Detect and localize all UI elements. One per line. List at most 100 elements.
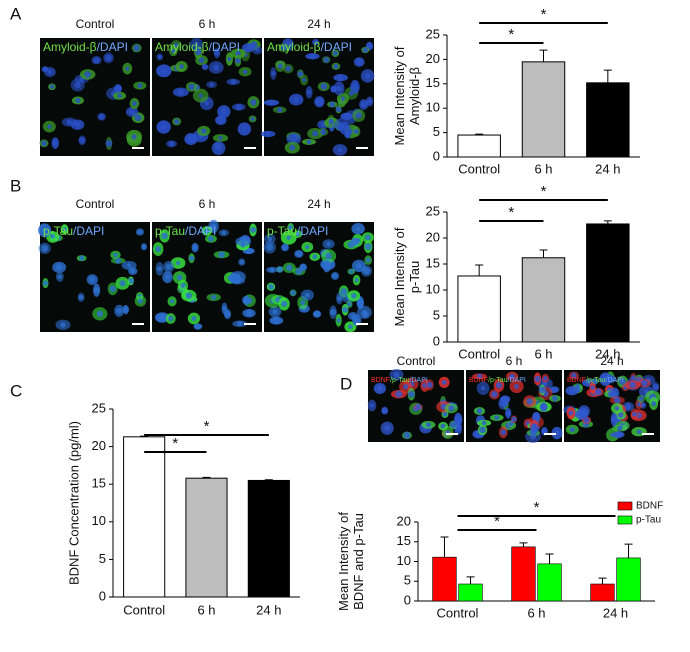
significance-label: *: [541, 183, 547, 200]
x-tick-label: 6 h: [527, 605, 545, 620]
nucleus: [281, 244, 289, 251]
nucleus: [113, 252, 118, 258]
nucleus: [160, 123, 167, 131]
y-tick-label: 25: [426, 203, 440, 218]
nucleus: [93, 57, 100, 63]
nucleus: [277, 107, 283, 113]
nucleus: [363, 267, 370, 275]
nucleus: [651, 401, 657, 407]
y-tick-label: 15: [426, 75, 440, 90]
nucleus: [131, 134, 137, 140]
error-bar: [466, 576, 475, 585]
nucleus: [137, 229, 143, 235]
y-tick-label: 0: [99, 588, 106, 603]
nucleus: [356, 263, 362, 269]
error-bar: [545, 553, 554, 564]
nucleus: [75, 97, 81, 104]
nucleus: [569, 388, 575, 394]
nucleus: [356, 299, 364, 307]
micrograph: [152, 37, 263, 156]
nucleus: [302, 77, 307, 82]
error-bar: [603, 69, 612, 83]
nucleus: [364, 72, 371, 79]
y-tick-label: 20: [426, 51, 440, 66]
nucleus: [131, 100, 137, 106]
nucleus: [214, 50, 220, 56]
nucleus: [285, 65, 292, 72]
nucleus: [476, 373, 483, 380]
nucleus: [425, 422, 431, 428]
nucleus: [335, 106, 342, 113]
nucleus: [271, 71, 276, 76]
nucleus: [188, 83, 195, 90]
nucleus: [403, 431, 411, 439]
bar: [185, 477, 228, 598]
nucleus: [612, 390, 618, 396]
legend-swatch: [617, 501, 633, 511]
nucleus: [641, 380, 648, 387]
stain-label: Amyloid-β/DAPI: [43, 40, 128, 54]
micrograph: [152, 219, 262, 332]
nucleus: [211, 294, 217, 300]
nucleus: [134, 114, 142, 122]
error-bar: [264, 479, 273, 481]
bar: [457, 275, 501, 343]
nucleus: [441, 379, 447, 385]
stain-part: /DAPI: [185, 224, 216, 238]
nucleus: [250, 116, 255, 122]
nucleus: [217, 117, 224, 124]
nucleus: [638, 396, 644, 402]
nucleus: [295, 231, 300, 237]
nucleus: [281, 300, 288, 307]
nucleus: [93, 287, 100, 294]
nucleus: [356, 58, 363, 66]
y-tick-label: 10: [426, 100, 440, 115]
nucleus: [393, 371, 400, 378]
stain-label: Amyloid-β/DAPI: [155, 40, 240, 54]
nucleus: [290, 135, 298, 143]
stain-part: Amyloid-β: [43, 40, 97, 54]
nucleus: [202, 63, 209, 70]
nucleus: [312, 130, 319, 137]
y-tick-label: 25: [92, 400, 106, 415]
error-bar: [519, 542, 528, 547]
nucleus: [569, 427, 575, 433]
nucleus: [570, 372, 577, 379]
stain-part: p-Tau: [155, 224, 185, 238]
nucleus: [165, 274, 170, 280]
image-label: 24 h: [307, 17, 330, 31]
stain-label: p-Tau/DAPI: [155, 224, 216, 238]
y-axis-label: BDNF and p-Tau: [351, 513, 366, 610]
nucleus: [594, 388, 602, 396]
stain-part: /p-Tau: [586, 377, 606, 384]
micrograph: [466, 370, 563, 443]
micrograph: [39, 38, 150, 156]
nucleus: [84, 71, 92, 78]
nucleus: [351, 83, 359, 91]
image-label: 24 h: [600, 354, 623, 368]
nucleus: [235, 50, 241, 57]
nucleus: [367, 99, 372, 104]
nucleus: [613, 396, 621, 404]
nucleus: [272, 317, 280, 324]
stain-part: /DAPI: [508, 377, 526, 384]
nucleus: [116, 307, 122, 314]
nucleus: [201, 128, 207, 134]
bar: [432, 556, 457, 602]
nucleus: [619, 378, 626, 386]
nucleus: [320, 129, 327, 136]
bar: [590, 583, 615, 602]
nucleus: [98, 113, 105, 120]
nucleus: [360, 101, 367, 108]
nucleus: [53, 141, 58, 146]
nucleus: [268, 283, 274, 290]
nucleus: [495, 382, 503, 389]
stain-part: BDNF: [371, 377, 390, 384]
nucleus: [377, 385, 383, 392]
stain-part: /DAPI: [321, 40, 352, 54]
nucleus: [300, 300, 306, 306]
nucleus: [541, 428, 548, 435]
nucleus: [305, 292, 310, 298]
nucleus: [55, 264, 63, 271]
nucleus: [242, 126, 247, 132]
